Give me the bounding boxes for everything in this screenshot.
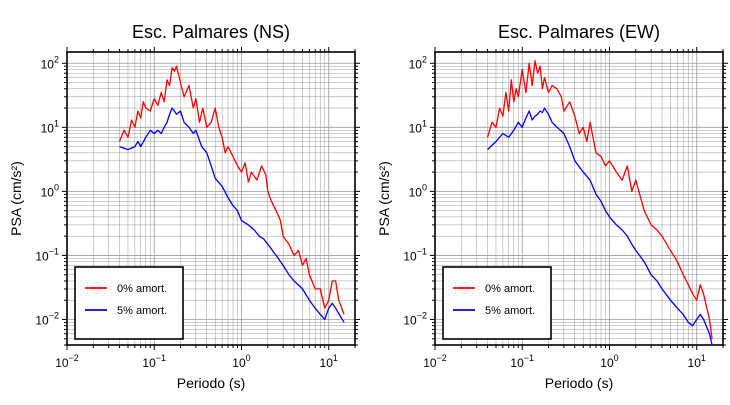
y-tick-label: 10−2 <box>403 311 427 328</box>
y-tick-label: 101 <box>41 118 59 135</box>
y-tick-label: 102 <box>409 54 427 71</box>
x-tick-label: 101 <box>688 353 706 370</box>
plot-frame <box>66 51 356 346</box>
series-line-amort-0 <box>118 65 345 315</box>
legend-box <box>442 266 552 340</box>
legend: 0% amort. 5% amort. <box>442 266 552 340</box>
x-tick-label: 10−1 <box>142 353 166 370</box>
legend-label: 0% amort. <box>485 283 535 295</box>
series-line-amort-0 <box>486 59 713 339</box>
x-axis-label: Periodo (s) <box>177 375 245 391</box>
ticks <box>430 47 728 350</box>
x-tick-label: 10−2 <box>423 353 447 370</box>
x-axis-label: Periodo (s) <box>545 375 613 391</box>
x-tick-label: 10−1 <box>510 353 534 370</box>
y-tick-label: 10−1 <box>35 246 59 263</box>
legend: 0% amort. 5% amort. <box>74 266 184 340</box>
ticks <box>62 47 360 350</box>
y-axis-label: PSA (cm/s²) <box>376 161 392 236</box>
x-tick-label: 101 <box>320 353 338 370</box>
x-tick-label: 10−2 <box>55 353 79 370</box>
y-axis-label: PSA (cm/s²) <box>8 161 24 236</box>
y-tick-label: 10−1 <box>403 246 427 263</box>
x-tick-label: 100 <box>232 353 250 370</box>
plot-frame <box>434 51 724 346</box>
x-tick-label: 100 <box>600 353 618 370</box>
y-tick-label: 100 <box>41 182 59 199</box>
y-tick-label: 100 <box>409 182 427 199</box>
chart-title: Esc. Palmares (NS) <box>132 22 290 42</box>
series-line-amort-5 <box>487 107 713 345</box>
chart-panel-ew: 10−2 10−1 100 101 10−2 10−1 100 101 102 Esc. Palm… <box>376 22 728 391</box>
legend-label: 5% amort. <box>117 305 167 317</box>
chart-panel-ns: 10−2 10−1 100 101 10−2 10−1 100 101 102 Esc. Palm… <box>8 22 360 391</box>
y-tick-label: 10−2 <box>35 311 59 328</box>
y-tick-label: 101 <box>409 118 427 135</box>
series-line-amort-5 <box>119 107 345 323</box>
legend-label: 0% amort. <box>117 283 167 295</box>
legend-box <box>74 266 184 340</box>
y-tick-label: 102 <box>41 54 59 71</box>
legend-label: 5% amort. <box>485 305 535 317</box>
chart-title: Esc. Palmares (EW) <box>498 22 660 42</box>
